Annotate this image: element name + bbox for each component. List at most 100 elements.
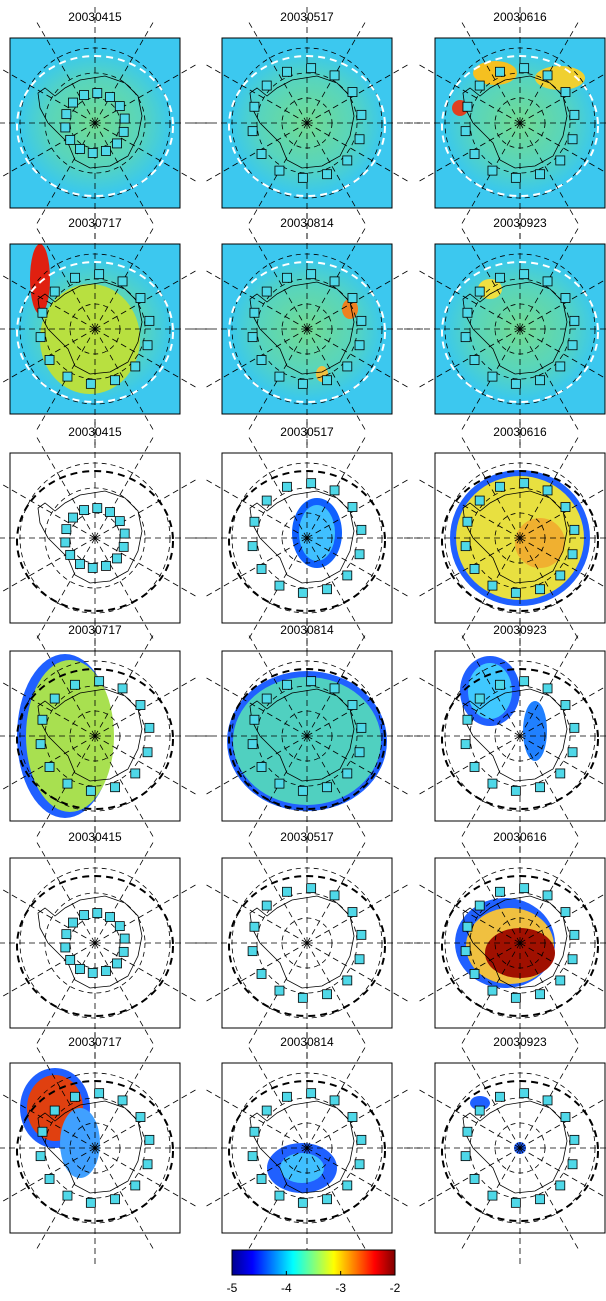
station-marker	[535, 1194, 545, 1205]
meridian	[0, 328, 96, 385]
station-marker	[249, 516, 260, 527]
station-marker	[519, 63, 530, 74]
station-marker	[354, 954, 365, 965]
field-blob	[299, 505, 335, 561]
coastline	[249, 688, 355, 782]
station-marker	[256, 564, 267, 574]
station-marker	[105, 507, 115, 517]
meridian	[0, 735, 96, 792]
station-marker	[247, 126, 258, 137]
station-marker	[297, 172, 308, 183]
field-blob	[515, 518, 565, 568]
station-marker	[342, 570, 353, 581]
map-panel	[0, 1028, 215, 1268]
coastline	[37, 75, 143, 169]
station-marker	[356, 315, 367, 326]
coastline	[249, 895, 355, 989]
station-marker	[487, 1190, 498, 1201]
map-panel	[0, 418, 215, 658]
boundary	[16, 668, 174, 810]
station-marker	[61, 929, 72, 940]
station-marker	[60, 122, 71, 133]
map-panel	[0, 3, 215, 243]
station-marker	[306, 269, 317, 280]
station-marker	[347, 293, 358, 303]
meridian	[94, 1147, 200, 1209]
station-marker	[306, 676, 317, 687]
station-marker	[474, 80, 485, 91]
station-marker	[510, 172, 521, 183]
station-marker	[247, 541, 258, 552]
station-marker	[92, 503, 103, 513]
station-marker	[342, 361, 353, 372]
station-marker	[297, 992, 308, 1003]
boundary	[441, 470, 599, 612]
station-marker	[261, 1105, 272, 1116]
station-marker	[322, 169, 332, 180]
station-marker	[535, 169, 545, 180]
station-marker	[249, 101, 260, 112]
panel-frame	[221, 857, 393, 1029]
station-marker	[510, 378, 521, 389]
boundary	[16, 1080, 174, 1222]
station-marker	[569, 722, 580, 733]
station-marker	[306, 478, 317, 489]
station-marker	[462, 307, 473, 318]
station-marker	[119, 113, 130, 124]
station-marker	[274, 985, 285, 996]
station-marker	[49, 1105, 60, 1116]
station-marker	[35, 739, 46, 750]
station-marker	[329, 485, 340, 496]
station-marker	[322, 782, 332, 793]
station-marker	[282, 66, 292, 77]
station-marker	[322, 584, 332, 595]
station-marker	[462, 714, 473, 725]
station-marker	[261, 80, 272, 91]
station-marker	[487, 371, 498, 382]
station-marker	[542, 276, 553, 287]
station-marker	[567, 134, 578, 145]
station-marker	[87, 563, 98, 573]
station-marker	[37, 307, 48, 318]
station-marker	[487, 165, 498, 176]
station-marker	[105, 912, 115, 922]
boundary	[228, 55, 386, 197]
coastline	[462, 281, 568, 375]
station-marker	[65, 134, 76, 145]
station-marker	[274, 371, 285, 382]
meridian	[94, 675, 200, 737]
station-marker	[247, 1151, 258, 1162]
station-marker	[567, 1159, 578, 1170]
station-marker	[110, 375, 120, 386]
station-marker	[94, 676, 105, 687]
station-marker	[469, 355, 480, 365]
field-blob	[30, 244, 50, 314]
map-panel	[400, 209, 606, 449]
panel-frame	[9, 857, 181, 1029]
boundary	[441, 668, 599, 810]
coastline	[37, 490, 143, 584]
field-blob	[468, 663, 512, 719]
station-marker	[460, 541, 471, 552]
map-panel	[0, 823, 215, 1063]
station-marker	[87, 148, 98, 158]
station-marker	[144, 315, 155, 326]
map-panel	[0, 209, 215, 449]
field-blob	[473, 61, 517, 85]
coastline	[37, 688, 143, 782]
station-marker	[342, 155, 353, 166]
map-panel	[0, 616, 215, 856]
station-marker	[460, 1151, 471, 1162]
station-marker	[342, 768, 353, 779]
station-marker	[329, 1095, 340, 1106]
meridian	[0, 680, 96, 737]
station-marker	[356, 929, 367, 940]
station-marker	[569, 315, 580, 326]
boundary	[16, 261, 174, 403]
station-marker	[142, 340, 153, 351]
station-marker	[112, 958, 122, 969]
coastline	[462, 688, 568, 782]
station-marker	[462, 1126, 473, 1137]
station-marker	[105, 92, 115, 102]
station-marker	[282, 481, 292, 492]
